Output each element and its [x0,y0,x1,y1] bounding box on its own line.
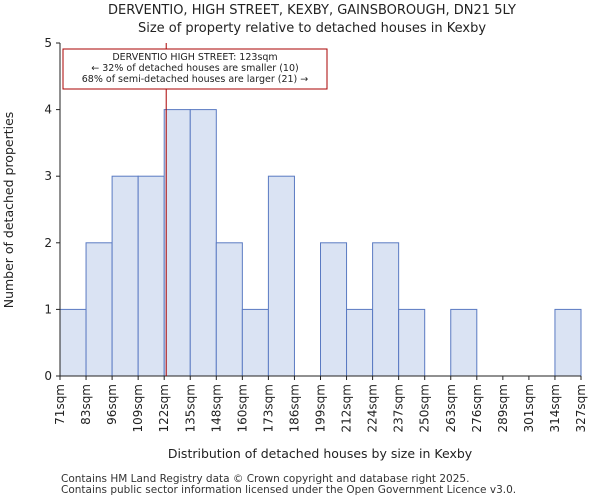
x-tick-label-148sqm: 148sqm [209,384,223,432]
x-tick-label-263sqm: 263sqm [444,384,458,432]
x-tick-label-237sqm: 237sqm [392,384,406,432]
footer-line-1: Contains HM Land Registry data © Crown c… [61,473,470,485]
annotation-line-1: DERVENTIO HIGH STREET: 123sqm [112,52,277,63]
bars [59,109,582,377]
footer-line-2: Contains public sector information licen… [61,484,517,496]
x-tick-label-122sqm: 122sqm [157,384,171,432]
bar-173sqm [267,175,295,377]
x-tick-label-276sqm: 276sqm [470,384,484,432]
x-axis-label: Distribution of detached houses by size … [168,446,473,461]
chart-title: DERVENTIO, HIGH STREET, KEXBY, GAINSBORO… [108,3,516,18]
x-tick-label-212sqm: 212sqm [340,384,354,432]
annotation-box: DERVENTIO HIGH STREET: 123sqm ← 32% of d… [62,48,328,90]
bar-122sqm [163,109,191,377]
x-tick-label-250sqm: 250sqm [418,384,432,432]
x-tick-label-96sqm: 96sqm [105,384,119,425]
x-tick-label-83sqm: 83sqm [79,384,93,425]
bar-148sqm [215,242,243,377]
x-tick-label-71sqm: 71sqm [53,384,67,425]
x-tick-label-314sqm: 314sqm [548,384,562,432]
x-tick-label-327sqm: 327sqm [574,384,588,432]
annotation-border [62,48,328,90]
bar-314sqm [554,308,582,377]
bar-160sqm [241,308,269,377]
bar-199sqm [320,242,348,377]
y-axis-label: Number of detached properties [1,112,16,309]
x-tick-label-160sqm: 160sqm [235,384,249,432]
bar-224sqm [372,242,400,377]
x-tick-label-224sqm: 224sqm [366,384,380,432]
annotation-line-2: ← 32% of detached houses are smaller (10… [91,63,298,74]
y-tick-label-5: 5 [44,36,52,50]
bar-83sqm [85,242,113,377]
bar-135sqm [189,109,217,377]
axes: 0 1 2 3 4 5 71sqm 83sqm 96sqm 109sqm 122sqm 135sqm 1… [44,36,588,432]
x-tick-label-109sqm: 109sqm [131,384,145,432]
x-tick-label-301sqm: 301sqm [522,384,536,432]
y-tick-label-3: 3 [44,169,52,183]
y-tick-label-2: 2 [44,236,52,250]
bar-71sqm [59,308,87,377]
bar-212sqm [346,308,374,377]
x-tick-label-135sqm: 135sqm [183,384,197,432]
bar-263sqm [450,308,478,377]
x-tick-label-199sqm: 199sqm [314,384,328,432]
x-tick-label-173sqm: 173sqm [261,384,275,432]
y-tick-label-4: 4 [44,103,52,117]
chart-subtitle: Size of property relative to detached ho… [138,21,486,36]
y-tick-label-0: 0 [44,369,52,383]
y-tick-label-1: 1 [44,302,52,316]
annotation-line-3: 68% of semi-detached houses are larger (… [82,74,309,85]
bar-109sqm [137,175,165,377]
x-tick-label-186sqm: 186sqm [287,384,301,432]
bar-96sqm [111,175,139,377]
x-tick-label-289sqm: 289sqm [496,384,510,432]
bar-237sqm [398,308,426,377]
